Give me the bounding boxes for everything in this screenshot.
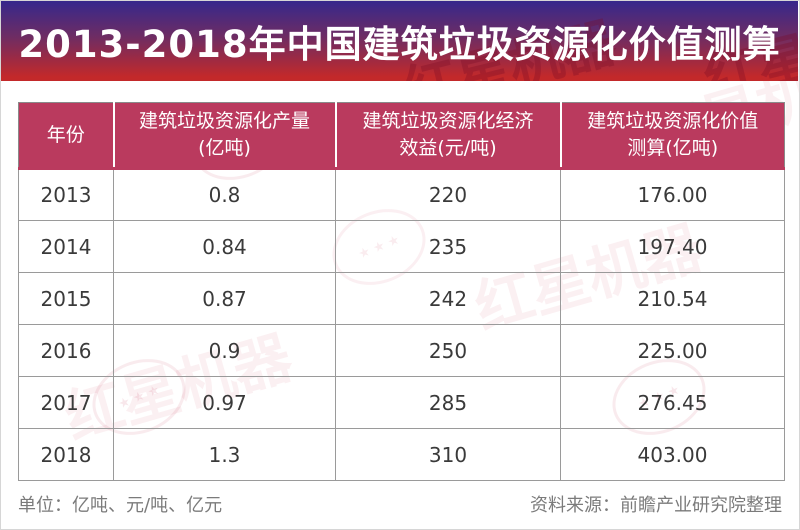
units-note: 单位：亿吨、元/吨、亿元	[18, 495, 223, 516]
col-header-year: 年份	[18, 102, 114, 170]
year-cell: 2014	[18, 220, 114, 273]
benefit-cell: 242	[335, 272, 561, 325]
col-header-output: 建筑垃圾资源化产量 (亿吨)	[112, 102, 336, 170]
title-banner: 2013-2018年中国建筑垃圾资源化价值测算 红星机器 MACHINERY 红…	[1, 1, 798, 81]
page-title: 2013-2018年中国建筑垃圾资源化价值测算	[18, 23, 781, 66]
year-cell: 2016	[18, 324, 114, 377]
table-row: 2017 0.97 285 276.45	[18, 376, 785, 429]
value-cell: 225.00	[560, 324, 785, 377]
table-row: 2015 0.87 242 210.54	[18, 272, 785, 325]
year-cell: 2017	[18, 376, 114, 429]
table-area: 年份 建筑垃圾资源化产量 (亿吨) 建筑垃圾资源化经济 效益(元/吨) 建筑垃圾…	[18, 102, 785, 481]
output-cell: 0.84	[113, 220, 336, 273]
benefit-cell: 220	[335, 168, 561, 221]
table-row: 2018 1.3 310 403.00	[18, 428, 785, 481]
col-header-benefit: 建筑垃圾资源化经济 效益(元/吨)	[334, 102, 561, 170]
source-note: 资料来源：前瞻产业研究院整理	[530, 495, 782, 516]
table-row: 2016 0.9 250 225.00	[18, 324, 785, 377]
value-cell: 403.00	[560, 428, 785, 481]
table-row: 2013 0.8 220 176.00	[18, 168, 785, 221]
output-cell: 0.97	[113, 376, 336, 429]
year-cell: 2018	[18, 428, 114, 481]
col-header-value: 建筑垃圾资源化价值 测算(亿吨)	[559, 102, 785, 170]
year-cell: 2013	[18, 168, 114, 221]
watermark-subtext: MACHINERY	[411, 67, 624, 81]
value-cell: 176.00	[560, 168, 785, 221]
output-cell: 0.8	[113, 168, 336, 221]
benefit-cell: 250	[335, 324, 561, 377]
table-header-row: 年份 建筑垃圾资源化产量 (亿吨) 建筑垃圾资源化经济 效益(元/吨) 建筑垃圾…	[18, 102, 785, 170]
value-cell: 276.45	[560, 376, 785, 429]
table-row: 2014 0.84 235 197.40	[18, 220, 785, 273]
value-cell: 210.54	[560, 272, 785, 325]
benefit-cell: 310	[335, 428, 561, 481]
output-cell: 0.9	[113, 324, 336, 377]
year-cell: 2015	[18, 272, 114, 325]
benefit-cell: 235	[335, 220, 561, 273]
value-cell: 197.40	[560, 220, 785, 273]
output-cell: 1.3	[113, 428, 336, 481]
footer: 单位：亿吨、元/吨、亿元 资料来源：前瞻产业研究院整理	[18, 491, 782, 517]
data-table: 年份 建筑垃圾资源化产量 (亿吨) 建筑垃圾资源化经济 效益(元/吨) 建筑垃圾…	[18, 102, 785, 481]
output-cell: 0.87	[113, 272, 336, 325]
benefit-cell: 285	[335, 376, 561, 429]
